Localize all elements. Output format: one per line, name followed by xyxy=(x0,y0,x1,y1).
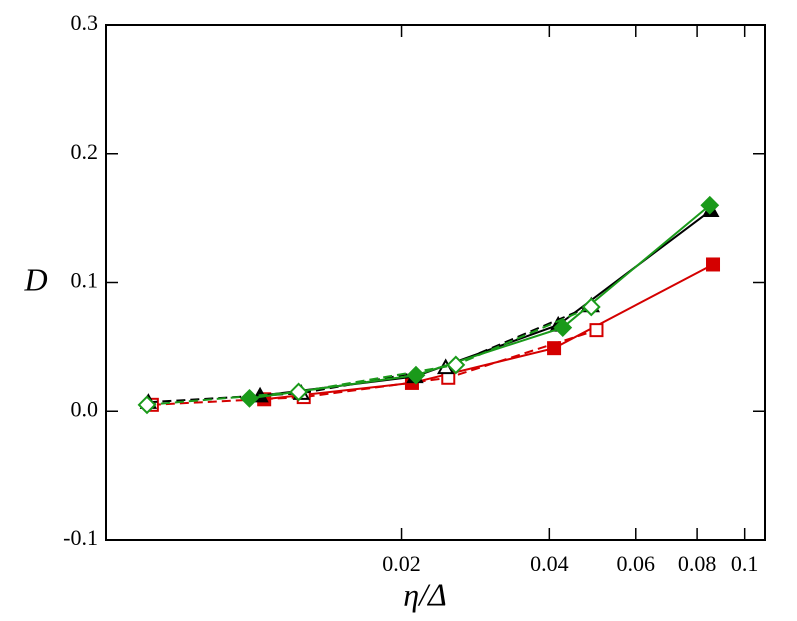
point xyxy=(240,388,259,408)
y-tick-label: 0.3 xyxy=(71,10,99,35)
y-tick-label: 0.0 xyxy=(71,396,99,421)
point xyxy=(581,297,601,317)
x-tick-label: 0.08 xyxy=(678,551,717,576)
series-line xyxy=(146,306,592,406)
point xyxy=(706,257,721,272)
series-line xyxy=(264,263,714,401)
x-tick-label: 0.04 xyxy=(530,551,569,576)
point xyxy=(547,341,562,356)
x-tick-label: 0.1 xyxy=(731,551,759,576)
point xyxy=(137,395,157,415)
point xyxy=(553,318,573,337)
point xyxy=(406,365,426,385)
series-line xyxy=(259,209,712,397)
y-axis-title: D xyxy=(23,261,47,297)
point xyxy=(446,355,466,375)
point xyxy=(700,195,720,215)
y-tick-label: 0.1 xyxy=(71,268,99,293)
series-line xyxy=(151,329,597,406)
x-tick-label: 0.02 xyxy=(382,551,421,576)
point xyxy=(589,323,604,338)
plot-frame xyxy=(105,24,766,541)
y-tick-label: 0.2 xyxy=(71,139,99,164)
point xyxy=(289,382,309,402)
y-tick-label: -0.1 xyxy=(63,525,98,550)
x-tick-label: 0.06 xyxy=(617,551,656,576)
x-axis-title: η/Δ xyxy=(403,576,447,612)
